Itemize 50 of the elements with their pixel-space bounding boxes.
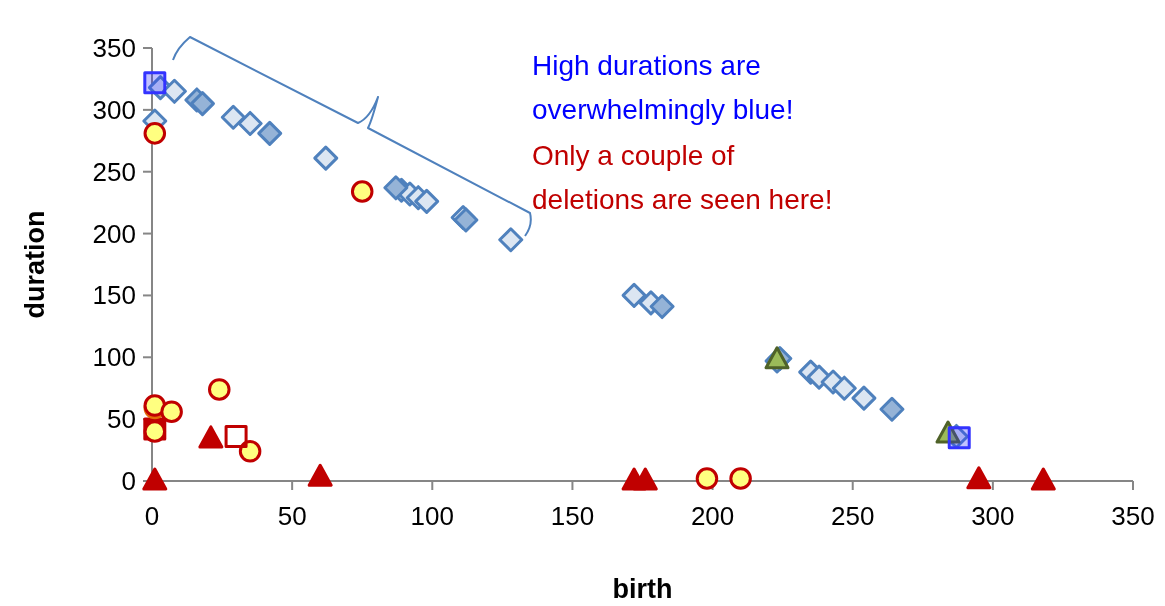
point — [160, 400, 183, 423]
point — [257, 120, 283, 146]
point — [307, 463, 333, 487]
point — [143, 71, 167, 95]
point — [161, 78, 187, 104]
y-tick-label: 200 — [92, 218, 136, 249]
point — [695, 467, 719, 490]
y-tick-label: 350 — [92, 33, 136, 63]
y-tick-label: 250 — [92, 156, 136, 187]
point — [498, 227, 524, 253]
point — [414, 188, 440, 214]
point — [208, 378, 231, 401]
annotation: Only a couple of deletions are seen here! — [532, 140, 833, 215]
y-tick-label: 100 — [92, 342, 136, 373]
point — [621, 282, 647, 308]
y-tick-label: 0 — [121, 466, 136, 496]
point — [189, 91, 215, 117]
point — [313, 145, 339, 171]
x-tick-label: 150 — [550, 501, 595, 531]
point — [729, 467, 752, 490]
point — [879, 396, 905, 422]
y-tick-label: 300 — [92, 94, 136, 125]
point — [383, 175, 409, 201]
y-tick-label: 50 — [107, 404, 136, 435]
point — [851, 385, 877, 411]
point — [143, 122, 167, 145]
y-tick-label: 150 — [92, 280, 136, 311]
point — [935, 420, 961, 444]
point — [1030, 467, 1056, 491]
point — [224, 424, 248, 448]
y-axis-title: duration — [20, 210, 50, 319]
point — [831, 375, 857, 401]
point — [238, 440, 262, 463]
point — [966, 466, 992, 490]
point — [350, 180, 374, 203]
x-tick-label: 50 — [277, 501, 307, 531]
x-tick-label: 250 — [831, 501, 875, 531]
x-tick-label: 200 — [690, 501, 735, 531]
x-tick-label: 0 — [144, 501, 160, 531]
x-axis-title: birth — [612, 574, 673, 604]
point — [198, 425, 224, 449]
point — [649, 294, 675, 320]
x-tick-label: 300 — [971, 501, 1015, 531]
annotation: High durations are overwhelmingly blue! — [532, 50, 794, 125]
x-tick-label: 350 — [1111, 501, 1155, 531]
point — [237, 110, 263, 136]
point — [632, 467, 658, 491]
x-tick-label: 100 — [410, 501, 454, 531]
point — [220, 104, 246, 130]
point — [142, 467, 168, 491]
